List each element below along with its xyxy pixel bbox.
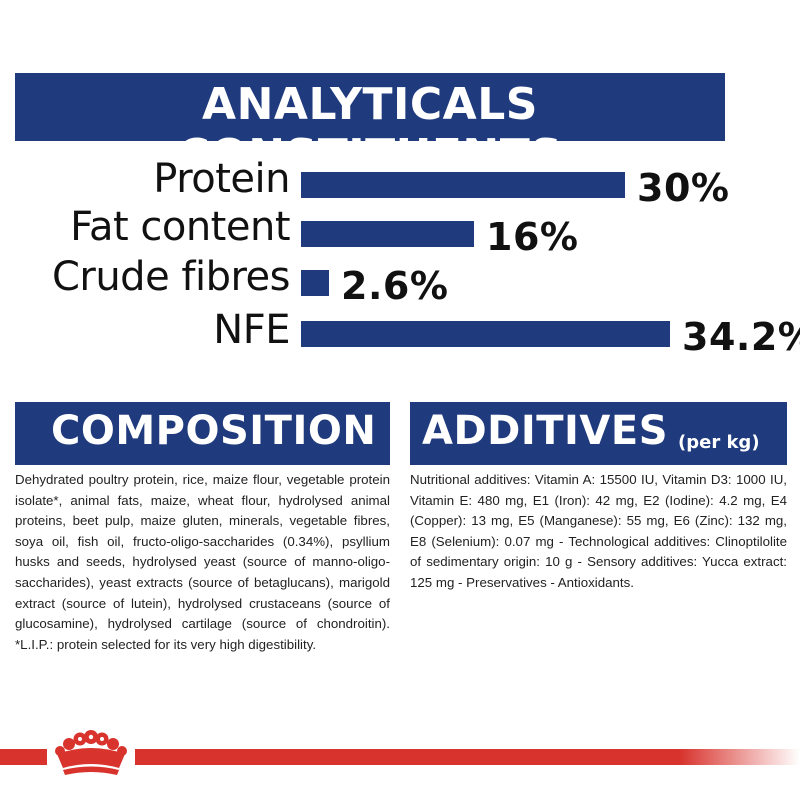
analyticals-title: ANALYTICALS CONSTITUENTS (177, 79, 563, 181)
additives-title: ADDITIVES (422, 408, 669, 454)
analyticals-banner: ANALYTICALS CONSTITUENTS (15, 73, 725, 181)
crown-icon (55, 730, 127, 775)
value-crude-fibres: 2.6% (341, 264, 449, 308)
bar-nfe (301, 321, 670, 347)
composition-text: Dehydrated poultry protein, rice, maize … (15, 472, 390, 652)
bar-fat-content (301, 221, 474, 247)
row-label-protein: Protein (153, 156, 290, 202)
additives-text: Nutritional additives: Vitamin A: 15500 … (410, 472, 787, 590)
footer-red-line (0, 749, 800, 765)
additives-banner: ADDITIVES (per kg) (410, 402, 787, 465)
value-nfe: 34.2% (682, 315, 800, 359)
bar-crude-fibres (301, 270, 329, 296)
bar-protein (301, 172, 625, 198)
row-label-crude-fibres: Crude fibres (51, 254, 291, 300)
row-label-fat-content: Fat content (70, 204, 290, 250)
brand-logo (47, 730, 135, 778)
composition-banner: COMPOSITION (15, 402, 390, 465)
value-fat-content: 16% (486, 215, 579, 259)
row-label-nfe: NFE (213, 307, 290, 353)
value-protein: 30% (637, 166, 730, 210)
additives-subtitle: (per kg) (678, 432, 760, 453)
composition-title: COMPOSITION (51, 408, 377, 454)
